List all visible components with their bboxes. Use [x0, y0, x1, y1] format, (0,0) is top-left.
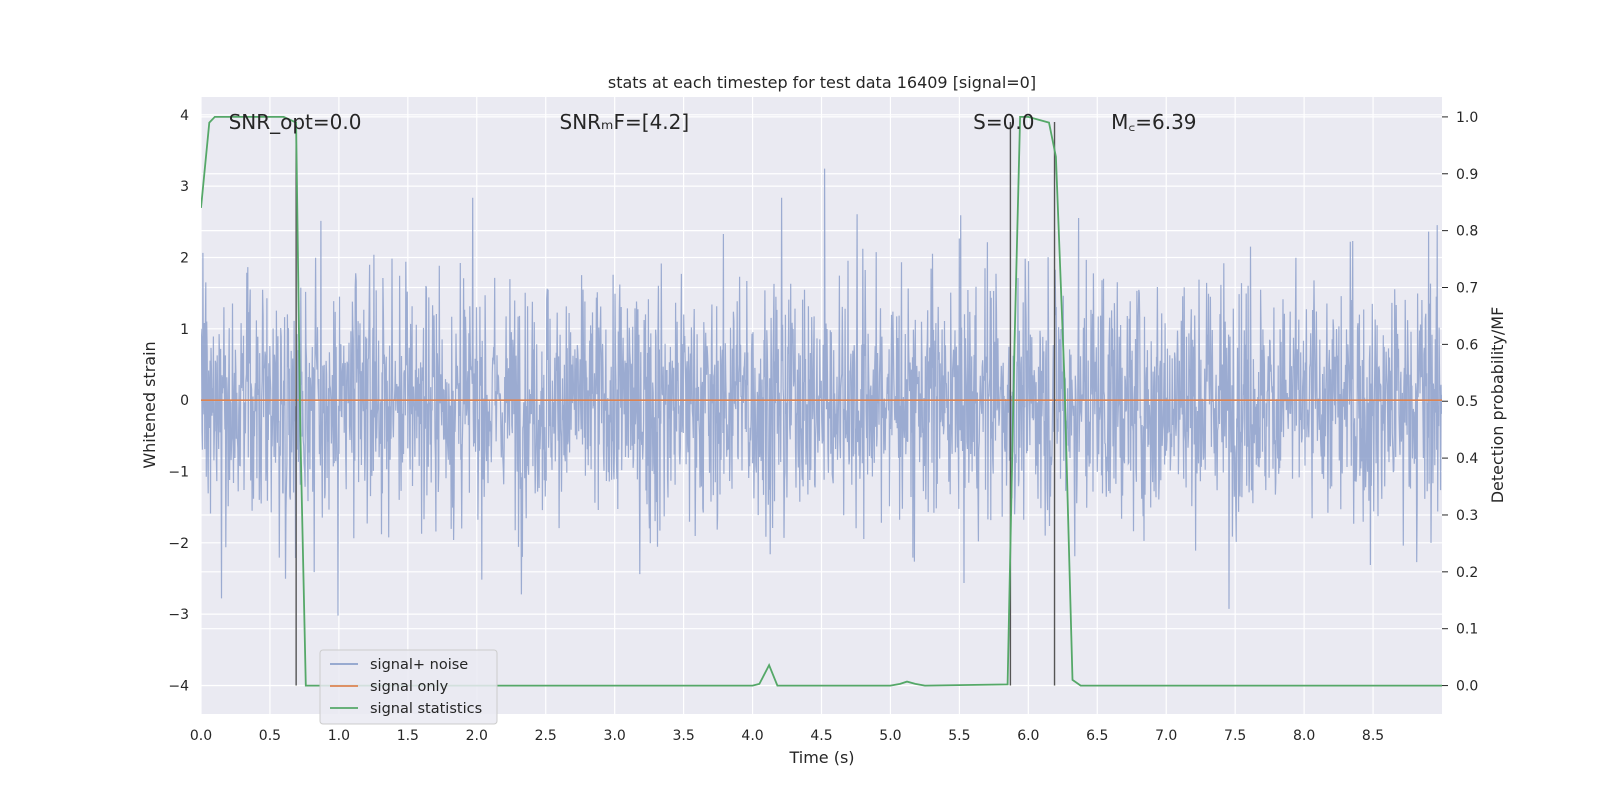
x-tick-label: 2.0	[466, 728, 488, 744]
y2-tick-label: 0.6	[1456, 337, 1478, 353]
legend-label-signal-noise: signal+ noise	[370, 657, 468, 673]
vertical-markers	[295, 121, 1056, 686]
x-tick-label: 8.0	[1293, 728, 1315, 744]
x-tick-label: 5.0	[879, 728, 901, 744]
series-signal-statistics	[201, 116, 1442, 687]
x-axis-label: Time (s)	[788, 748, 854, 767]
x-tick-label: 8.5	[1362, 728, 1384, 744]
y-tick-label: 2	[180, 250, 189, 266]
y2-axis-ticks: 0.0 0.1 0.2 0.3 0.4 0.5 0.6 0.7 0.8 0.9 1.0	[1442, 110, 1478, 695]
legend-label-signal-statistics: signal statistics	[370, 701, 482, 717]
annotation-text: SNRₘF=[4.2]	[560, 110, 690, 134]
y2-tick-label: 0.5	[1456, 394, 1478, 410]
y-tick-label: 3	[180, 179, 189, 195]
y2-axis-label: Detection probability/MF	[1488, 307, 1507, 504]
chart-title: stats at each timestep for test data 164…	[608, 73, 1036, 92]
annotations: SNR_opt=0.0 SNRₘF=[4.2] S=0.0 M꜀=6.39	[229, 110, 1197, 134]
y-tick-label: 4	[180, 108, 189, 124]
y2-tick-label: 0.1	[1456, 622, 1478, 638]
x-tick-label: 1.0	[328, 728, 350, 744]
x-tick-label: 0.5	[259, 728, 281, 744]
x-tick-label: 4.0	[741, 728, 763, 744]
y2-tick-label: 0.0	[1456, 679, 1478, 695]
y2-tick-label: 0.2	[1456, 565, 1478, 581]
y-axis-label: Whitened strain	[140, 341, 159, 468]
y-tick-label: −3	[168, 607, 189, 623]
x-tick-label: 7.5	[1224, 728, 1246, 744]
x-tick-label: 3.0	[604, 728, 626, 744]
y-axis-ticks: −4 −3 −2 −1 0 1 2 3 4	[168, 108, 189, 695]
y2-tick-label: 1.0	[1456, 110, 1478, 126]
y-tick-label: −2	[168, 536, 189, 552]
x-tick-label: 2.5	[535, 728, 557, 744]
x-axis-ticks: 0.0 0.5 1.0 1.5 2.0 2.5 3.0 3.5 4.0 4.5 5.0 5.5 6.0 6…	[190, 728, 1384, 744]
x-tick-label: 3.5	[672, 728, 694, 744]
y-tick-label: −4	[168, 678, 189, 694]
y-tick-label: 1	[180, 322, 189, 338]
y-tick-label: −1	[168, 464, 189, 480]
legend-label-signal-only: signal only	[370, 679, 449, 695]
x-tick-label: 4.5	[810, 728, 832, 744]
x-tick-label: 6.5	[1086, 728, 1108, 744]
y2-tick-label: 0.9	[1456, 167, 1478, 183]
annotation-text: M꜀=6.39	[1111, 110, 1196, 134]
y2-tick-label: 0.4	[1456, 451, 1478, 467]
x-tick-label: 1.5	[397, 728, 419, 744]
legend: signal+ noise signal only signal statist…	[319, 649, 498, 725]
y-tick-label: 0	[180, 393, 189, 409]
legend-box	[319, 649, 498, 725]
x-tick-label: 6.0	[1017, 728, 1039, 744]
y2-tick-label: 0.8	[1456, 224, 1478, 240]
y2-tick-label: 0.3	[1456, 508, 1478, 524]
annotation-text: S=0.0	[973, 110, 1034, 134]
x-tick-label: 0.0	[190, 728, 212, 744]
annotation-text: SNR_opt=0.0	[229, 110, 362, 134]
y2-tick-label: 0.7	[1456, 281, 1478, 297]
x-tick-label: 7.0	[1155, 728, 1177, 744]
x-tick-label: 5.5	[948, 728, 970, 744]
